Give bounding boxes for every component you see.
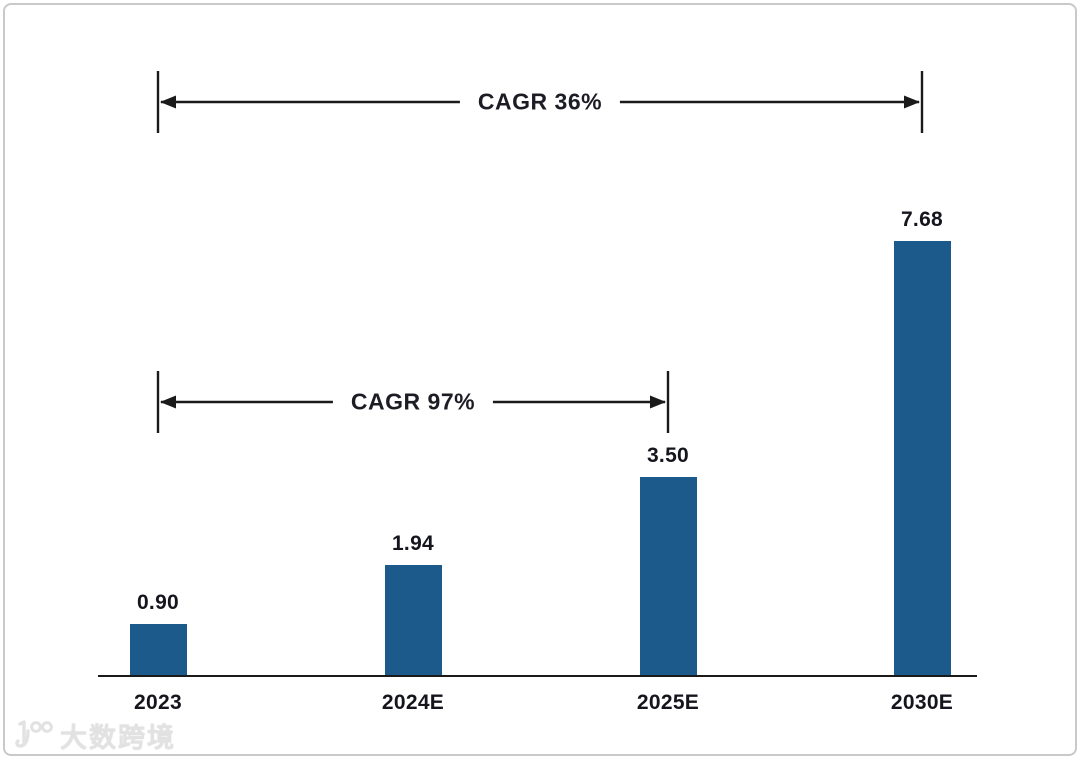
cagr-annotation-97: CAGR 97%	[332, 386, 494, 418]
bar-column-2023: 0.90	[98, 591, 218, 675]
x-axis-line	[98, 675, 977, 677]
bar-value-label-2024E: 1.94	[391, 532, 435, 555]
watermark: 大数跨境	[14, 716, 176, 755]
bar-column-2024E: 1.94	[353, 532, 473, 675]
bar-2025E	[639, 477, 697, 675]
dashukuajing-logo-icon	[15, 719, 53, 748]
bar-value-label-2023: 0.90	[136, 591, 180, 614]
bar-column-2025E: 3.50	[608, 444, 728, 675]
x-axis-label-2023: 2023	[134, 691, 182, 714]
x-axis-label-2024E: 2024E	[381, 691, 445, 714]
x-axis-label-2030E: 2030E	[890, 691, 954, 714]
cagr-annotation-36: CAGR 36%	[459, 86, 621, 118]
watermark-text: 大数跨境	[60, 723, 176, 753]
bar-2030E	[893, 241, 951, 675]
bar-value-label-2030E: 7.68	[900, 208, 944, 231]
bar-2023	[129, 624, 187, 675]
bar-column-2030E: 7.68	[862, 208, 982, 675]
bar-2024E	[384, 565, 442, 675]
x-axis-label-2025E: 2025E	[636, 691, 700, 714]
bar-value-label-2025E: 3.50	[646, 444, 690, 467]
